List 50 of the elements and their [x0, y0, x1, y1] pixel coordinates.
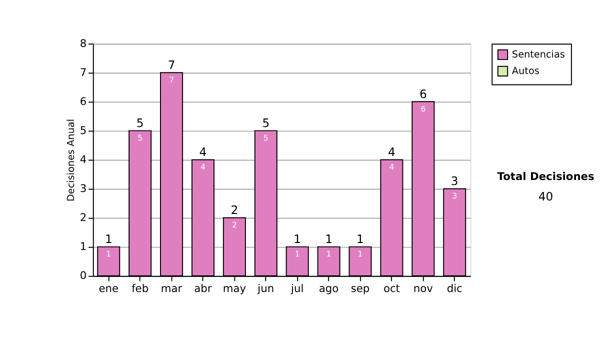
x-tick-label: feb — [132, 282, 149, 295]
total-label: 5 — [262, 116, 270, 130]
data-label: 4 — [200, 162, 206, 172]
y-tick-label: 6 — [80, 95, 87, 108]
data-label: 3 — [452, 191, 458, 200]
total-label: 7 — [168, 58, 176, 72]
data-label: 1 — [106, 250, 112, 258]
y-tick-label: 4 — [80, 153, 87, 166]
total-label: 1 — [325, 232, 332, 246]
total-label: 3 — [450, 174, 458, 188]
x-tick-label: jul — [290, 282, 304, 295]
y-tick-label: 2 — [80, 211, 87, 224]
y-tick-label: 0 — [80, 269, 87, 282]
x-tick-label: ago — [318, 282, 339, 295]
total-label: 1 — [356, 232, 364, 246]
y-axis-title: Decisiones Anual — [66, 118, 78, 202]
x-tick-label: jun — [256, 282, 274, 295]
legend-label: Autos — [512, 66, 540, 78]
total-label: 5 — [136, 116, 144, 130]
x-tick-label: sep — [350, 282, 370, 295]
x-tick-label: ene — [98, 282, 119, 295]
data-label: 1 — [358, 250, 363, 258]
y-tick-label: 5 — [80, 124, 87, 138]
data-label: 4 — [389, 162, 394, 172]
total-label: 6 — [419, 86, 427, 101]
x-tick-label: oct — [383, 282, 400, 295]
data-label: 1 — [294, 250, 300, 258]
data-label: 7 — [169, 75, 174, 84]
x-tick-label: dic — [446, 282, 463, 295]
y-tick-label: 1 — [80, 240, 87, 254]
y-tick-label: 7 — [80, 66, 87, 80]
y-tick-label: 8 — [80, 36, 87, 50]
text: 40 — [538, 189, 554, 204]
total-label: 1 — [104, 232, 112, 246]
data-label: 2 — [232, 220, 237, 230]
data-label: 6 — [420, 104, 426, 114]
text: Total Decisiones — [497, 170, 594, 184]
y-tick-label: 3 — [80, 182, 87, 196]
x-tick-label: may — [222, 282, 246, 295]
data-label: 5 — [263, 133, 268, 142]
total-label: 1 — [294, 232, 302, 246]
x-tick-label: nov — [413, 282, 433, 295]
data-label: 5 — [138, 133, 143, 142]
total-label: 4 — [199, 144, 207, 159]
total-label: 4 — [388, 144, 396, 159]
data-label: 1 — [326, 250, 332, 258]
x-tick-label: abr — [194, 282, 212, 295]
x-tick-label: mar — [160, 282, 183, 295]
legend-label: Sentencias — [512, 50, 565, 61]
total-label: 2 — [230, 202, 238, 217]
